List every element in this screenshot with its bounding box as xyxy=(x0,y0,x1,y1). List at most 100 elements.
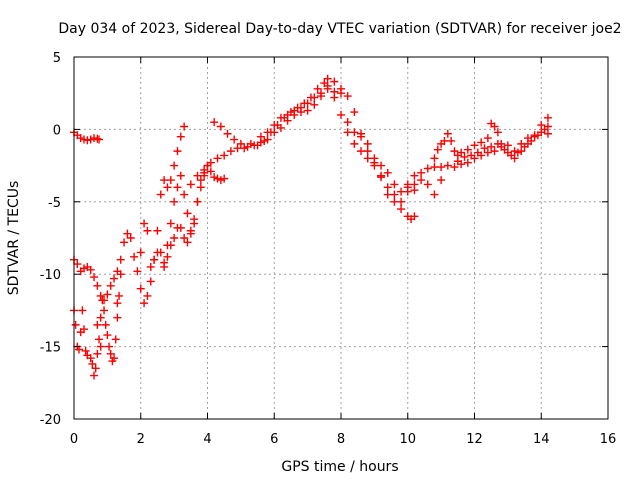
data-point xyxy=(303,106,312,115)
data-point xyxy=(163,183,172,192)
data-point xyxy=(350,128,359,137)
data-point xyxy=(180,234,189,242)
x-tick-label: 16 xyxy=(600,432,617,447)
data-point xyxy=(433,145,442,154)
data-point xyxy=(170,161,179,170)
data-point xyxy=(390,180,399,189)
data-point xyxy=(473,148,482,157)
data-point xyxy=(156,248,165,257)
data-point xyxy=(93,320,102,329)
data-point xyxy=(101,320,110,329)
data-point xyxy=(173,183,182,192)
data-point xyxy=(110,354,119,363)
data-point xyxy=(477,138,486,147)
data-point xyxy=(276,123,285,132)
axis-ticks xyxy=(73,56,609,420)
data-point xyxy=(493,139,502,148)
data-point xyxy=(276,113,285,122)
series-arc-k xyxy=(330,93,446,199)
series-arc-o xyxy=(453,122,552,166)
y-tick-label: -10 xyxy=(40,268,61,283)
data-point xyxy=(520,142,529,151)
data-point xyxy=(136,248,145,257)
data-point xyxy=(296,103,305,112)
data-point xyxy=(80,325,89,334)
data-point xyxy=(423,180,432,189)
y-tick-label: 0 xyxy=(53,123,61,138)
data-point xyxy=(507,151,516,160)
data-point xyxy=(500,145,509,154)
data-point xyxy=(543,129,552,138)
data-point xyxy=(503,141,512,150)
data-point xyxy=(343,118,352,127)
data-point xyxy=(223,129,232,138)
data-point xyxy=(206,167,215,176)
data-point xyxy=(256,132,265,141)
data-point xyxy=(337,110,345,119)
data-point xyxy=(95,135,104,144)
data-point xyxy=(156,190,165,199)
y-tick-label: -20 xyxy=(40,413,61,428)
data-point xyxy=(143,291,152,300)
data-point xyxy=(103,331,112,340)
data-point xyxy=(170,197,179,206)
data-point xyxy=(383,190,392,199)
x-tick-label: 10 xyxy=(399,432,416,447)
data-point xyxy=(430,154,439,163)
data-point xyxy=(143,226,152,235)
data-points xyxy=(70,74,552,380)
data-point xyxy=(180,122,189,131)
data-point xyxy=(140,219,149,228)
data-point xyxy=(210,118,219,127)
data-point xyxy=(283,110,292,119)
data-point xyxy=(543,113,552,122)
data-point xyxy=(220,151,229,160)
data-point xyxy=(73,260,82,269)
data-point xyxy=(447,136,456,145)
data-point xyxy=(220,174,229,183)
data-point xyxy=(313,84,322,93)
data-point xyxy=(166,219,175,228)
data-point xyxy=(200,165,209,174)
data-point xyxy=(403,180,412,189)
data-point xyxy=(100,306,109,315)
data-point xyxy=(88,359,97,368)
series-arc-a xyxy=(70,128,104,145)
data-point xyxy=(310,100,319,109)
data-point xyxy=(480,144,489,153)
data-point xyxy=(230,135,239,144)
y-tick-label: 5 xyxy=(53,51,61,66)
data-point xyxy=(370,154,379,163)
data-point xyxy=(163,241,172,250)
x-tick-label: 2 xyxy=(137,432,145,447)
data-point xyxy=(343,92,352,101)
data-point xyxy=(233,144,242,153)
data-point xyxy=(363,139,372,148)
data-point xyxy=(350,139,359,148)
data-point xyxy=(98,296,107,305)
series-arc-d xyxy=(93,270,125,366)
data-point xyxy=(527,136,536,145)
data-point xyxy=(180,190,189,199)
data-point xyxy=(316,89,325,98)
data-point xyxy=(71,320,80,329)
series-arc-l xyxy=(343,118,419,224)
data-point xyxy=(457,148,466,157)
data-point xyxy=(123,229,132,238)
data-point xyxy=(323,81,332,90)
data-point xyxy=(170,234,179,242)
data-point xyxy=(186,226,195,235)
grid-lines xyxy=(74,57,608,419)
data-point xyxy=(417,176,426,185)
data-point xyxy=(343,128,352,137)
y-axis-label: SDTVAR / TECUs xyxy=(6,181,22,296)
data-point xyxy=(150,255,159,264)
data-point xyxy=(430,163,439,172)
data-point xyxy=(90,371,99,380)
data-point xyxy=(91,364,100,373)
data-point xyxy=(263,135,272,144)
data-point xyxy=(363,147,372,156)
data-point xyxy=(470,141,479,150)
x-tick-label: 0 xyxy=(70,432,78,447)
